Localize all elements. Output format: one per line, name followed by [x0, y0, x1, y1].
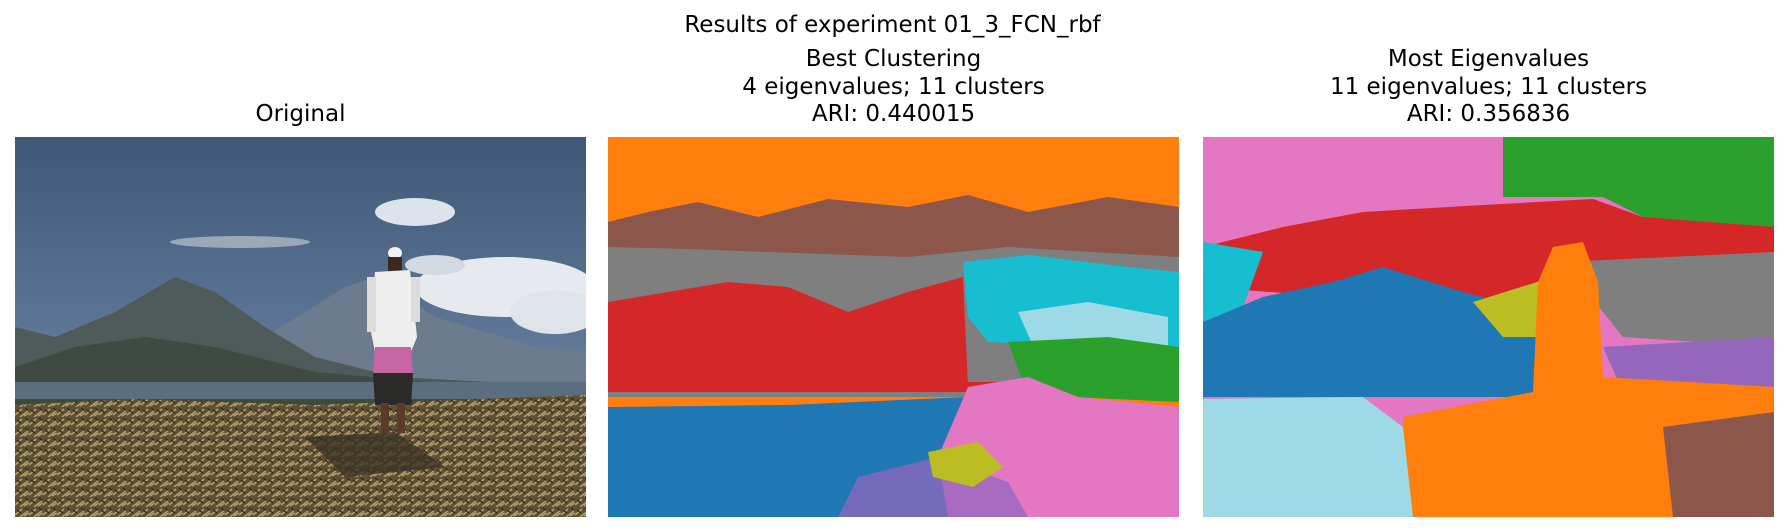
segmentation-most	[1203, 137, 1774, 517]
figure-suptitle: Results of experiment 01_3_FCN_rbf	[684, 12, 1101, 38]
segmentation-map-image	[1203, 137, 1774, 517]
panel-title-most: Most Eigenvalues 11 eigenvalues; 11 clus…	[1203, 46, 1774, 129]
panel-title-line: Original	[255, 101, 346, 127]
segmentation-map-image	[608, 137, 1179, 517]
panel-best-clustering: Best Clustering 4 eigenvalues; 11 cluste…	[608, 0, 1179, 532]
original-photo	[15, 137, 586, 517]
segmentation-best	[608, 137, 1179, 517]
landscape-photo-image	[15, 137, 586, 517]
panel-original: Original	[15, 0, 586, 532]
person-figure	[367, 247, 420, 433]
panel-title-line: Best Clustering	[805, 46, 982, 72]
panel-title-line: 11 eigenvalues; 11 clusters	[1329, 73, 1648, 100]
panel-title-line: 4 eigenvalues; 11 clusters	[742, 73, 1045, 100]
panel-title-line: Most Eigenvalues	[1387, 46, 1590, 72]
panel-title-best: Best Clustering 4 eigenvalues; 11 cluste…	[608, 46, 1179, 129]
panel-title-original: Original	[15, 101, 586, 129]
panel-most-eigenvalues: Most Eigenvalues 11 eigenvalues; 11 clus…	[1203, 0, 1774, 532]
panel-title-line: ARI: 0.356836	[1406, 101, 1571, 127]
panel-title-line: ARI: 0.440015	[811, 101, 976, 127]
